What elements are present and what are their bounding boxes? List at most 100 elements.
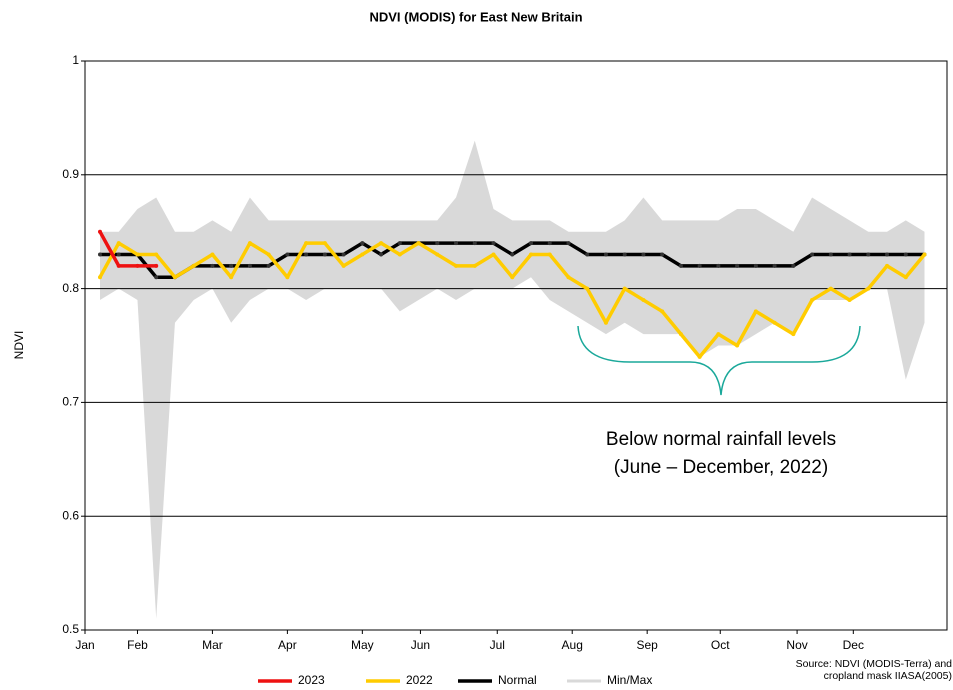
x-tick-label: Aug [562,638,583,652]
series-point [735,343,740,348]
series-point [585,252,590,257]
series-point [528,252,533,257]
series-point [397,241,402,246]
annotation-text: Below normal rainfall levels [606,429,836,450]
series-point [885,263,890,268]
series-point [247,263,252,268]
series-point [435,241,440,246]
series-point [603,252,608,257]
legend-label: Min/Max [607,673,652,687]
series-point [435,252,440,257]
series-point [810,297,815,302]
x-tick-label: Oct [711,638,730,652]
series-point [379,241,384,246]
series-point [622,252,627,257]
series-point [903,275,908,280]
series-point [397,252,402,257]
series-point [454,241,459,246]
series-point [716,332,721,337]
chart-title: NDVI (MODIS) for East New Britain [369,9,582,24]
y-tick-label: 0.6 [62,508,79,522]
plot-frame [84,60,948,631]
x-tick-label: Feb [127,638,148,652]
series-point [97,229,102,234]
source-note: Source: NDVI (MODIS-Terra) and [796,658,953,670]
series-point [791,263,796,268]
source-note: cropland mask IIASA(2005) [824,670,952,682]
series-point [322,241,327,246]
x-tick-label: Nov [786,638,807,652]
y-axis-label: NDVI [12,331,26,360]
series-point [772,263,777,268]
series-point [472,263,477,268]
series-point [191,263,196,268]
y-tick-label: 0.9 [62,167,79,181]
series-point [866,252,871,257]
series-point [341,263,346,268]
series-point [97,275,102,280]
y-tick-label: 0.5 [62,622,79,636]
series-point [266,263,271,268]
series-point [847,252,852,257]
series-point [229,263,234,268]
legend-label: 2022 [406,673,433,687]
series-point [753,263,758,268]
series-point [697,263,702,268]
x-tick-label: Apr [278,638,297,652]
series-point [416,241,421,246]
series-point [678,263,683,268]
series-point [697,354,702,359]
annotation-brace [577,325,861,396]
series-point [172,275,177,280]
series-point [285,275,290,280]
x-tick-label: Jan [75,638,94,652]
series-point [116,263,121,268]
annotation-text: (June – December, 2022) [614,457,828,478]
series-point [360,252,365,257]
series-point [472,241,477,246]
series-line [98,230,157,268]
series-point [266,252,271,257]
y-tick-label: 1 [72,53,79,67]
series-point [828,252,833,257]
series-point [154,263,159,268]
series-point [135,263,140,268]
x-tick-label: Jun [411,638,430,652]
series-point [379,252,384,257]
series-point [154,275,159,280]
series-point [491,252,496,257]
series-point [603,320,608,325]
series-point [116,252,121,257]
series-point [304,241,309,246]
series-point [210,252,215,257]
x-tick-label: May [351,638,374,652]
series-point [847,297,852,302]
series-point [510,275,515,280]
y-tick-label: 0.7 [62,395,79,409]
legend-label: 2023 [298,673,325,687]
x-tick-label: Sep [636,638,658,652]
x-tick-label: Jul [490,638,505,652]
series-point [547,252,552,257]
series-point [322,252,327,257]
series-point [154,252,159,257]
series-point [360,241,365,246]
series-point [566,275,571,280]
series-point [810,252,815,257]
series-point [660,309,665,314]
series-point [528,241,533,246]
series-point [922,252,927,257]
x-tick-label: Dec [843,638,864,652]
series-point [678,332,683,337]
series-point [622,286,627,291]
series-point [210,263,215,268]
series-point [341,252,346,257]
series-point [735,263,740,268]
series-point [454,263,459,268]
legend-label: Normal [498,673,537,687]
x-tick-label: Mar [202,638,223,652]
series-point [97,252,102,257]
series-point [903,252,908,257]
series-point [641,297,646,302]
series-point [772,320,777,325]
